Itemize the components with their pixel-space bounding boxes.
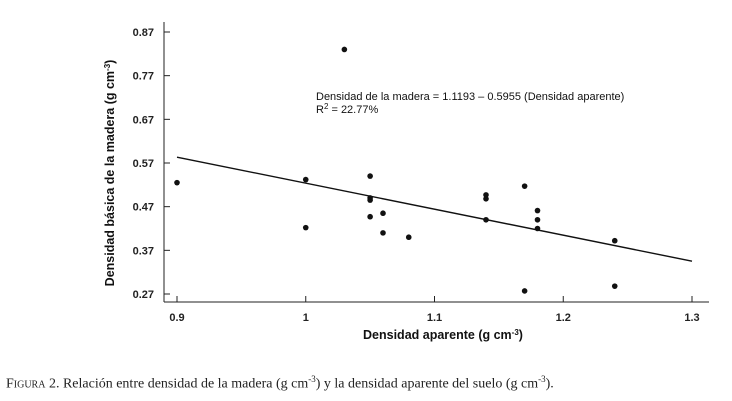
data-point xyxy=(367,197,373,203)
x-tick-label: 1.3 xyxy=(684,312,699,324)
data-point xyxy=(367,173,373,179)
caption-prefix: Figura 2. xyxy=(6,376,60,392)
r-squared-label: R2 = 22.77% xyxy=(316,102,378,116)
y-tick-label: 0.47 xyxy=(133,202,154,214)
data-points xyxy=(174,46,618,294)
regression-equation: Densidad de la madera = 1.1193 – 0.5955 … xyxy=(316,91,624,103)
caption-sup-1: -3 xyxy=(308,374,316,384)
x-ticks: 0.9 1 1.1 1.2 1.3 xyxy=(169,296,700,324)
data-point xyxy=(405,234,412,241)
data-point xyxy=(302,224,309,231)
y-tick-label: 0.37 xyxy=(133,245,154,257)
data-point xyxy=(534,207,541,214)
y-tick-label: 0.57 xyxy=(133,158,154,170)
data-point xyxy=(380,230,386,236)
data-point xyxy=(534,216,541,223)
data-point xyxy=(611,283,618,289)
x-tick-label: 1.1 xyxy=(427,312,442,324)
data-point xyxy=(302,176,309,183)
data-point xyxy=(380,210,386,217)
caption-text-end: ). xyxy=(545,376,554,392)
y-tick-label: 0.67 xyxy=(133,114,154,126)
data-point xyxy=(341,46,348,53)
data-point xyxy=(611,237,618,244)
x-tick-label: 1.2 xyxy=(556,312,571,324)
caption-text-mid: ) y la densidad aparente del suelo (g cm xyxy=(315,376,539,392)
axes xyxy=(163,22,709,303)
y-tick-label: 0.87 xyxy=(133,27,154,39)
y-tick-label: 0.27 xyxy=(133,289,154,301)
scatter-chart: 0.27 0.37 0.47 0.57 0.67 0.77 0.87 0.9 1 1.1 1.2 1… xyxy=(103,22,709,342)
data-point xyxy=(483,192,489,198)
data-point xyxy=(534,225,541,232)
x-tick-label: 0.9 xyxy=(169,312,184,324)
y-axis-title: Densidad básica de la madera (g cm-3) xyxy=(103,60,117,287)
data-point xyxy=(521,183,528,189)
data-point xyxy=(367,213,373,220)
y-tick-label: 0.77 xyxy=(133,71,154,83)
figure-caption: Figura 2. Relación entre densidad de la … xyxy=(6,374,726,393)
data-point xyxy=(521,288,528,294)
data-point xyxy=(483,216,489,223)
data-point xyxy=(483,196,489,202)
data-point xyxy=(174,179,180,186)
x-axis-title: Densidad aparente (g cm-3) xyxy=(363,328,523,342)
y-ticks: 0.27 0.37 0.47 0.57 0.67 0.77 0.87 xyxy=(133,27,170,301)
caption-text: Relación entre densidad de la madera (g … xyxy=(59,376,309,392)
caption-sup-2: -3 xyxy=(538,374,546,384)
regression-line xyxy=(176,156,693,262)
x-tick-label: 1 xyxy=(303,312,309,324)
